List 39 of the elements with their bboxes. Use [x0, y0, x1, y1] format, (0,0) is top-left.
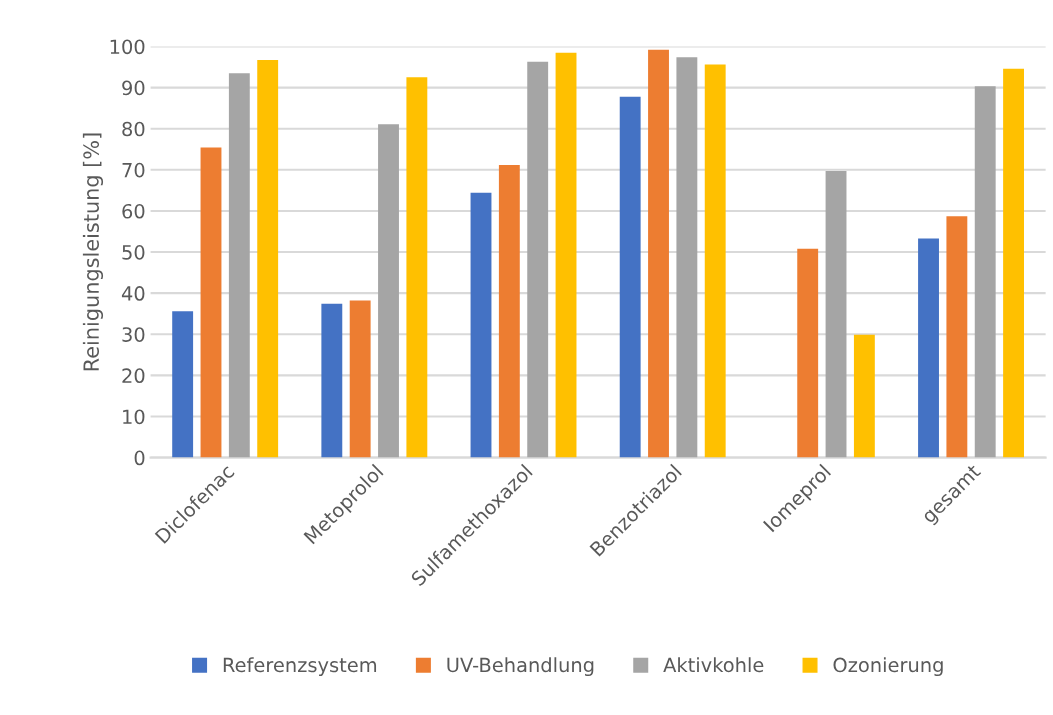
y-tick-label: 60: [122, 203, 145, 219]
legend-label: Referenzsystem: [223, 657, 377, 677]
legend-label: Aktivkohle: [663, 657, 764, 673]
y-axis-title: Reinigungsleistung [%]: [82, 133, 104, 371]
bar: [1003, 68, 1024, 458]
y-tick-label: 40: [121, 286, 145, 301]
legend-label: UV-Behandlung: [447, 657, 594, 677]
y-tick-label: 10: [123, 409, 145, 425]
y-tick-label: 30: [122, 327, 145, 342]
y-tick-label: 20: [122, 368, 145, 384]
y-tick-label: 100: [110, 39, 145, 55]
bar: [470, 192, 492, 458]
bar: [321, 303, 343, 458]
bar: [704, 64, 726, 458]
bar: [648, 49, 669, 458]
y-tick-label: 90: [122, 80, 145, 96]
bar: [797, 248, 819, 458]
y-tick-label: 80: [122, 121, 145, 137]
bar: [527, 61, 549, 458]
bar: [946, 216, 968, 458]
bar: [555, 52, 577, 458]
bar: [825, 171, 847, 458]
bar: [228, 73, 250, 458]
bar: [676, 57, 698, 458]
y-tick-label: 0: [134, 450, 145, 466]
bar: [349, 300, 371, 458]
bar: [200, 147, 222, 458]
bar: [406, 77, 428, 458]
bar: [853, 334, 875, 458]
bar: [918, 238, 939, 458]
bar: [257, 60, 279, 458]
y-tick-label: 70: [122, 162, 145, 178]
bar: [974, 86, 996, 458]
bar: [498, 164, 520, 458]
bar: [172, 311, 194, 458]
y-tick-label: 50: [122, 244, 145, 260]
bar: [378, 124, 399, 458]
legend-label: Ozonierung: [833, 657, 943, 677]
bar: [619, 96, 641, 458]
